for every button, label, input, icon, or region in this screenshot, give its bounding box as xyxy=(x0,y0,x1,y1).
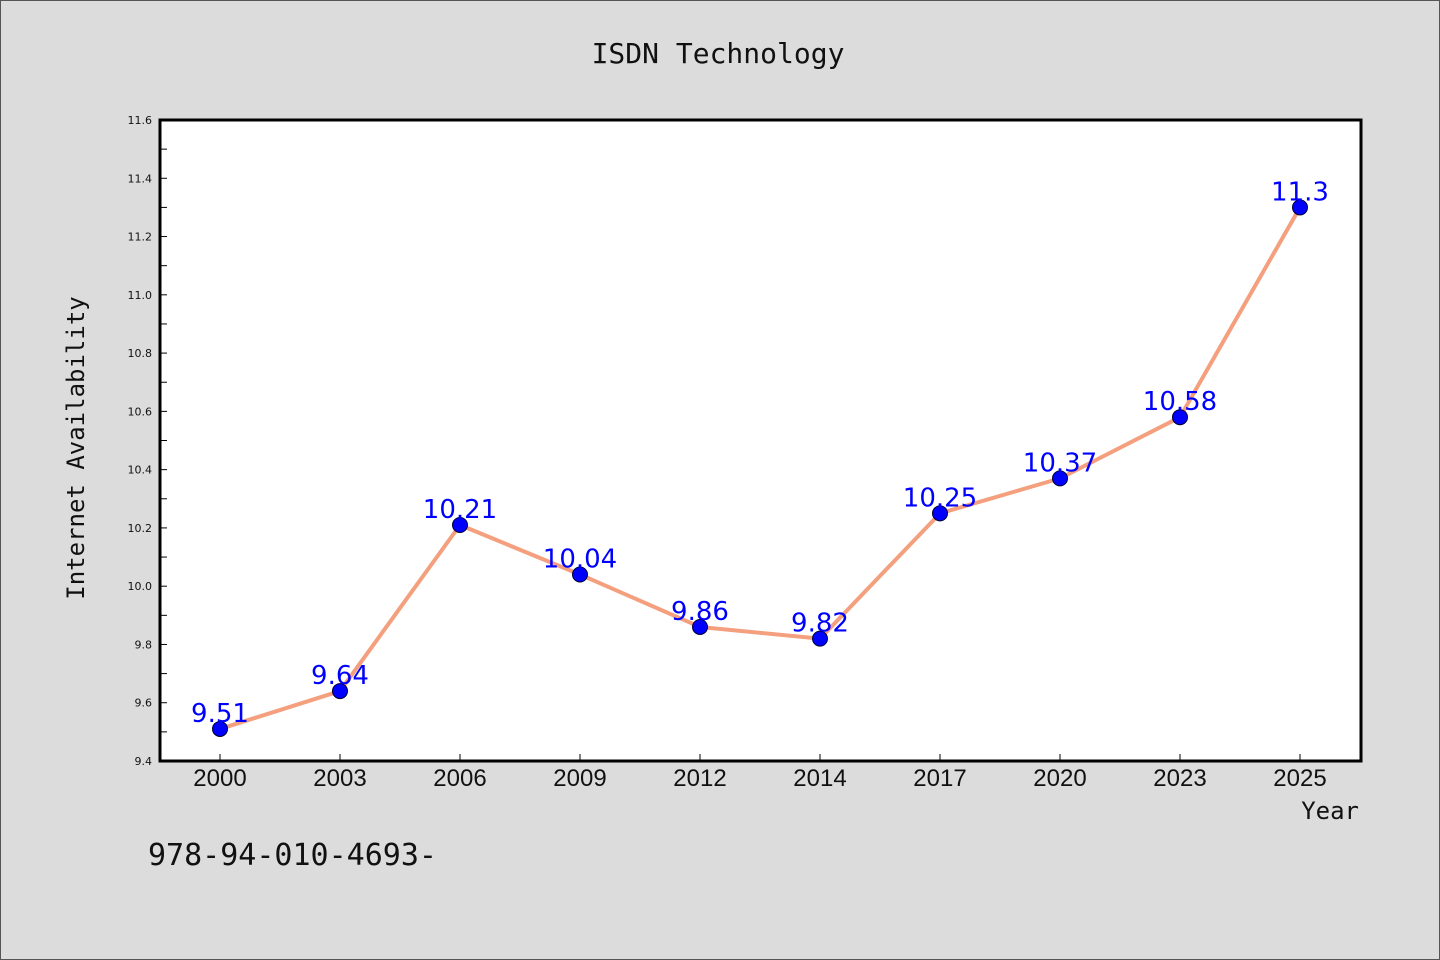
x-tick-label: 2017 xyxy=(913,765,966,792)
y-tick-label: 10.8 xyxy=(128,347,153,360)
chart-title: ISDN Technology xyxy=(592,37,845,70)
y-tick-label: 10.0 xyxy=(128,580,153,593)
x-tick-label: 2012 xyxy=(673,765,726,792)
y-axis: 9.4 9.6 9.8 10.0 10.2 10.4 10.6 10.8 11.0 11.2 11.… xyxy=(128,114,167,768)
x-tick-label: 2000 xyxy=(193,765,246,792)
x-axis-label: Year xyxy=(1301,797,1359,825)
y-axis-label: Internet Availability xyxy=(62,296,90,599)
x-tick-label: 2025 xyxy=(1273,765,1326,792)
y-tick-label: 9.4 xyxy=(135,755,153,768)
data-point xyxy=(212,720,228,737)
y-tick-label: 10.6 xyxy=(128,405,153,418)
data-label: 9.82 xyxy=(791,609,849,639)
y-tick-label: 9.8 xyxy=(135,638,153,651)
data-point xyxy=(572,566,588,583)
data-label: 10.58 xyxy=(1143,387,1217,417)
data-label: 9.51 xyxy=(191,699,249,729)
data-labels: 9.51 9.64 10.21 10.04 9.86 9.82 10.25 10.37 10.5… xyxy=(191,177,1329,729)
data-markers xyxy=(212,199,1308,737)
x-tick-label: 2020 xyxy=(1033,765,1086,792)
y-tick-label: 10.2 xyxy=(128,522,153,535)
data-label: 10.21 xyxy=(423,495,497,525)
x-tick-label: 2014 xyxy=(793,765,846,792)
data-point xyxy=(452,516,468,533)
data-label: 10.25 xyxy=(903,483,977,513)
data-point xyxy=(1172,409,1188,426)
x-axis: 2000 2003 2006 2009 2012 2014 2017 2020 2023 2025 xyxy=(193,754,1327,792)
x-tick-label: 2023 xyxy=(1153,765,1206,792)
x-tick-label: 2006 xyxy=(433,765,486,792)
y-tick-label: 11.2 xyxy=(128,231,153,244)
y-tick-label: 9.6 xyxy=(135,697,153,710)
data-point xyxy=(332,683,348,700)
data-point xyxy=(812,630,828,647)
y-tick-label: 11.4 xyxy=(128,172,153,185)
footer-isbn: 978-94-010-4693- xyxy=(148,838,437,873)
data-point xyxy=(1292,199,1308,216)
data-label: 11.3 xyxy=(1271,177,1329,207)
data-label: 9.86 xyxy=(671,597,729,627)
series-line xyxy=(218,205,1302,731)
x-tick-label: 2003 xyxy=(313,765,366,792)
data-point xyxy=(692,618,708,635)
x-tick-label: 2009 xyxy=(553,765,606,792)
y-tick-label: 10.4 xyxy=(128,464,153,477)
y-tick-label: 11.6 xyxy=(128,114,153,127)
data-point xyxy=(1052,470,1068,487)
data-label: 9.64 xyxy=(311,661,369,691)
data-label: 10.04 xyxy=(543,545,617,575)
y-tick-label: 11.0 xyxy=(128,289,153,302)
data-point xyxy=(932,505,948,522)
data-label: 10.37 xyxy=(1023,448,1097,478)
plot-area xyxy=(158,118,1363,763)
